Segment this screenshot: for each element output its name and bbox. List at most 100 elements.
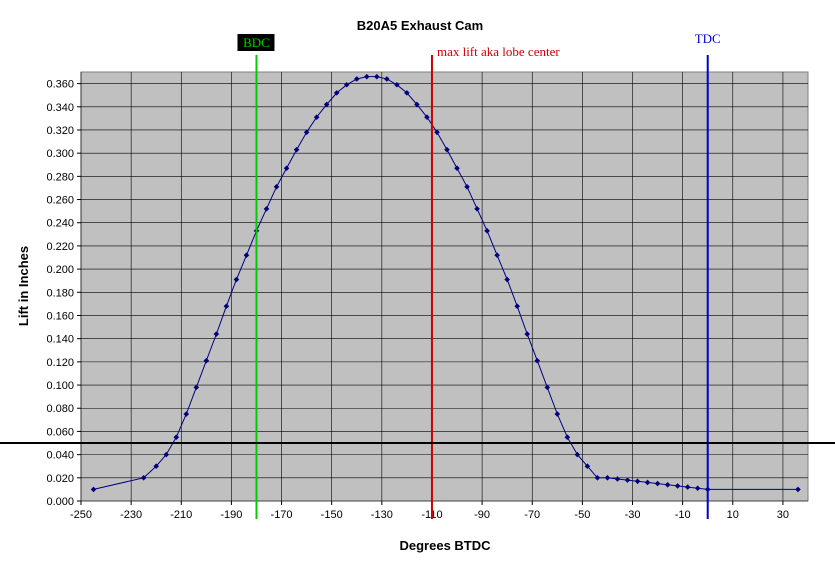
y-tick-label: 0.040 bbox=[46, 450, 74, 462]
data-point bbox=[233, 276, 240, 283]
data-point bbox=[534, 357, 541, 364]
bdc-label-box bbox=[237, 34, 275, 51]
gridlines bbox=[80, 72, 808, 502]
chart-title: B20A5 Exhaust Cam bbox=[357, 18, 483, 33]
x-tick-label: -10 bbox=[675, 509, 691, 521]
y-axis-ticks: 0.000 0.020 0.040 0.060 0.080 0.100 0.120 0.140… bbox=[46, 79, 81, 508]
lift-series bbox=[90, 73, 801, 493]
data-point bbox=[674, 483, 681, 489]
data-point bbox=[644, 479, 651, 486]
data-point bbox=[464, 183, 470, 190]
data-point bbox=[323, 101, 330, 108]
x-tick-label: -210 bbox=[170, 509, 192, 521]
data-point bbox=[213, 331, 220, 337]
data-point bbox=[664, 481, 671, 488]
y-tick-label: 0.020 bbox=[46, 473, 74, 485]
data-point bbox=[283, 165, 290, 172]
data-point bbox=[494, 252, 500, 258]
data-point bbox=[90, 486, 97, 493]
data-point bbox=[444, 146, 450, 153]
x-tick-label: -170 bbox=[271, 509, 293, 521]
data-point bbox=[363, 73, 370, 80]
x-tick-label: 10 bbox=[727, 509, 739, 521]
y-tick-label: 0.140 bbox=[46, 334, 74, 346]
data-point bbox=[313, 114, 320, 121]
data-point bbox=[303, 129, 310, 136]
y-axis-title: Lift in Inches bbox=[16, 246, 31, 326]
data-point bbox=[514, 303, 520, 310]
data-point bbox=[434, 129, 440, 136]
bdc-label: BDC bbox=[243, 35, 270, 50]
data-point bbox=[153, 463, 160, 470]
y-tick-label: 0.200 bbox=[46, 264, 74, 276]
data-point bbox=[293, 146, 300, 153]
data-point bbox=[544, 384, 551, 391]
data-point bbox=[343, 81, 350, 88]
x-axis-ticks: -250-230-210-190-170-150-130-110-90-70-5… bbox=[70, 501, 789, 521]
y-tick-label: 0.180 bbox=[46, 287, 74, 299]
data-point bbox=[424, 114, 430, 121]
data-point bbox=[654, 480, 661, 487]
data-point bbox=[604, 475, 611, 481]
x-tick-label: -230 bbox=[120, 509, 142, 521]
data-point bbox=[243, 252, 250, 258]
data-point bbox=[614, 476, 621, 482]
y-tick-label: 0.060 bbox=[46, 426, 74, 438]
y-tick-label: 0.220 bbox=[46, 241, 74, 253]
data-point bbox=[384, 76, 390, 82]
x-tick-label: 30 bbox=[777, 509, 789, 521]
max-lift-aka-lobe-center-label: max lift aka lobe center bbox=[437, 44, 560, 59]
data-point bbox=[163, 451, 170, 458]
data-point bbox=[203, 357, 210, 364]
data-point bbox=[394, 81, 400, 88]
data-point bbox=[474, 206, 480, 212]
x-tick-label: -150 bbox=[321, 509, 343, 521]
y-tick-label: 0.300 bbox=[46, 148, 74, 160]
data-point bbox=[404, 90, 410, 96]
data-point bbox=[454, 165, 460, 172]
y-tick-label: 0.100 bbox=[46, 380, 74, 392]
y-tick-label: 0.240 bbox=[46, 218, 74, 230]
x-tick-label: -250 bbox=[70, 509, 92, 521]
data-point bbox=[273, 183, 280, 190]
data-point bbox=[795, 486, 801, 493]
y-tick-label: 0.000 bbox=[46, 496, 74, 508]
data-point bbox=[223, 303, 230, 310]
data-point bbox=[684, 484, 691, 490]
data-point bbox=[140, 475, 147, 481]
y-tick-label: 0.360 bbox=[46, 79, 74, 91]
reference-lines: BDC max lift aka lobe center TDC bbox=[0, 31, 835, 519]
data-point bbox=[504, 276, 510, 283]
y-tick-label: 0.260 bbox=[46, 195, 74, 207]
tdc-label: TDC bbox=[695, 31, 721, 46]
x-tick-label: -130 bbox=[371, 509, 393, 521]
y-tick-label: 0.080 bbox=[46, 403, 74, 415]
x-tick-label: -30 bbox=[625, 509, 641, 521]
data-point bbox=[624, 477, 631, 483]
data-point bbox=[574, 451, 581, 458]
y-tick-label: 0.120 bbox=[46, 357, 74, 369]
x-tick-label: -50 bbox=[574, 509, 590, 521]
data-point bbox=[374, 73, 380, 80]
x-tick-label: -70 bbox=[524, 509, 540, 521]
data-point bbox=[353, 76, 360, 82]
data-point bbox=[554, 411, 561, 417]
data-point bbox=[634, 478, 641, 485]
x-tick-label: -190 bbox=[220, 509, 242, 521]
data-point bbox=[333, 90, 340, 96]
plot-area bbox=[80, 71, 809, 502]
data-point bbox=[564, 434, 571, 441]
data-point bbox=[484, 228, 490, 234]
data-point bbox=[584, 463, 591, 470]
x-tick-label: -90 bbox=[474, 509, 490, 521]
y-tick-label: 0.160 bbox=[46, 310, 74, 322]
x-axis-title: Degrees BTDC bbox=[399, 538, 491, 553]
data-point bbox=[524, 331, 531, 337]
y-tick-label: 0.320 bbox=[46, 125, 74, 137]
data-point bbox=[183, 411, 190, 417]
data-point bbox=[173, 434, 180, 441]
y-tick-label: 0.280 bbox=[46, 171, 74, 183]
data-point bbox=[414, 101, 420, 108]
data-point bbox=[694, 485, 701, 492]
